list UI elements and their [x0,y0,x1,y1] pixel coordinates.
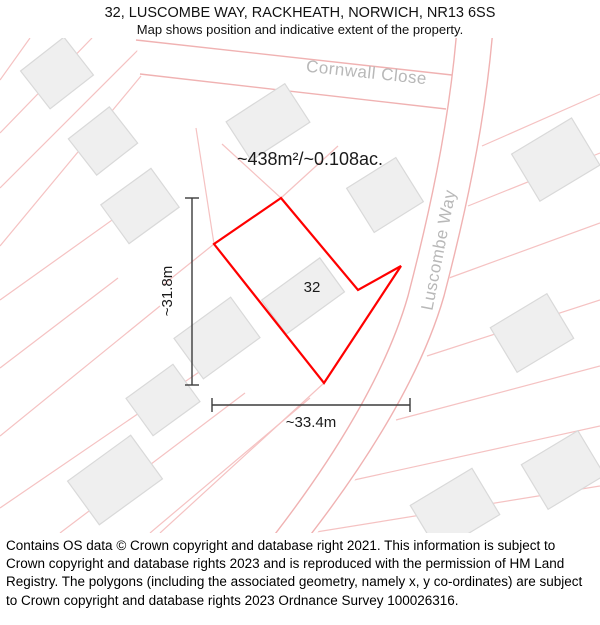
road-edge [135,39,453,76]
dimension-height-label: ~31.8m [159,266,176,316]
building [510,117,600,202]
header: 32, LUSCOMBE WAY, RACKHEATH, NORWICH, NR… [0,0,600,38]
building [173,296,261,380]
area-label: ~438m²/~0.108ac. [237,149,383,169]
building [409,467,501,533]
road-edge [139,73,447,110]
parcel-line [221,143,282,199]
dimensions [185,197,411,412]
parcel-line [195,127,215,245]
building [520,429,600,511]
parcel-line [0,277,119,369]
parcel-line [395,365,600,421]
parcel-line [0,305,161,437]
building [125,363,201,437]
parcel-line [448,222,600,279]
building [225,82,311,162]
parcel-line [353,425,600,481]
roads [135,38,493,533]
building [345,156,425,234]
parcel-line [162,243,215,286]
building [67,106,139,176]
building [99,167,181,245]
parcel-line [280,145,339,199]
road-edge [274,38,457,533]
road-edges [135,38,493,533]
road-luscombe-way [275,38,493,533]
map-canvas: Cornwall Close Luscombe Way ~438m²/~0.10… [0,38,600,533]
building-32 [260,257,346,335]
road-cornwall-close [136,40,452,109]
building [19,38,95,110]
buildings [19,38,600,533]
page-title: 32, LUSCOMBE WAY, RACKHEATH, NORWICH, NR… [104,5,496,21]
plot-number-label: 32 [304,279,321,296]
parcel-line [0,75,142,247]
page-subtitle: Map shows position and indicative extent… [136,22,464,37]
footer-copyright: Contains OS data © Crown copyright and d… [6,538,583,608]
parcel-line [0,47,141,189]
parcel-line [0,38,31,81]
parcel-line [159,382,325,533]
road-edge [310,38,493,533]
map: Cornwall Close Luscombe Way ~438m²/~0.10… [0,38,600,533]
parcel-line [481,93,600,147]
building [489,292,575,374]
building [66,434,164,526]
property-boundary [212,196,402,385]
dimension-width-label: ~33.4m [286,414,336,431]
